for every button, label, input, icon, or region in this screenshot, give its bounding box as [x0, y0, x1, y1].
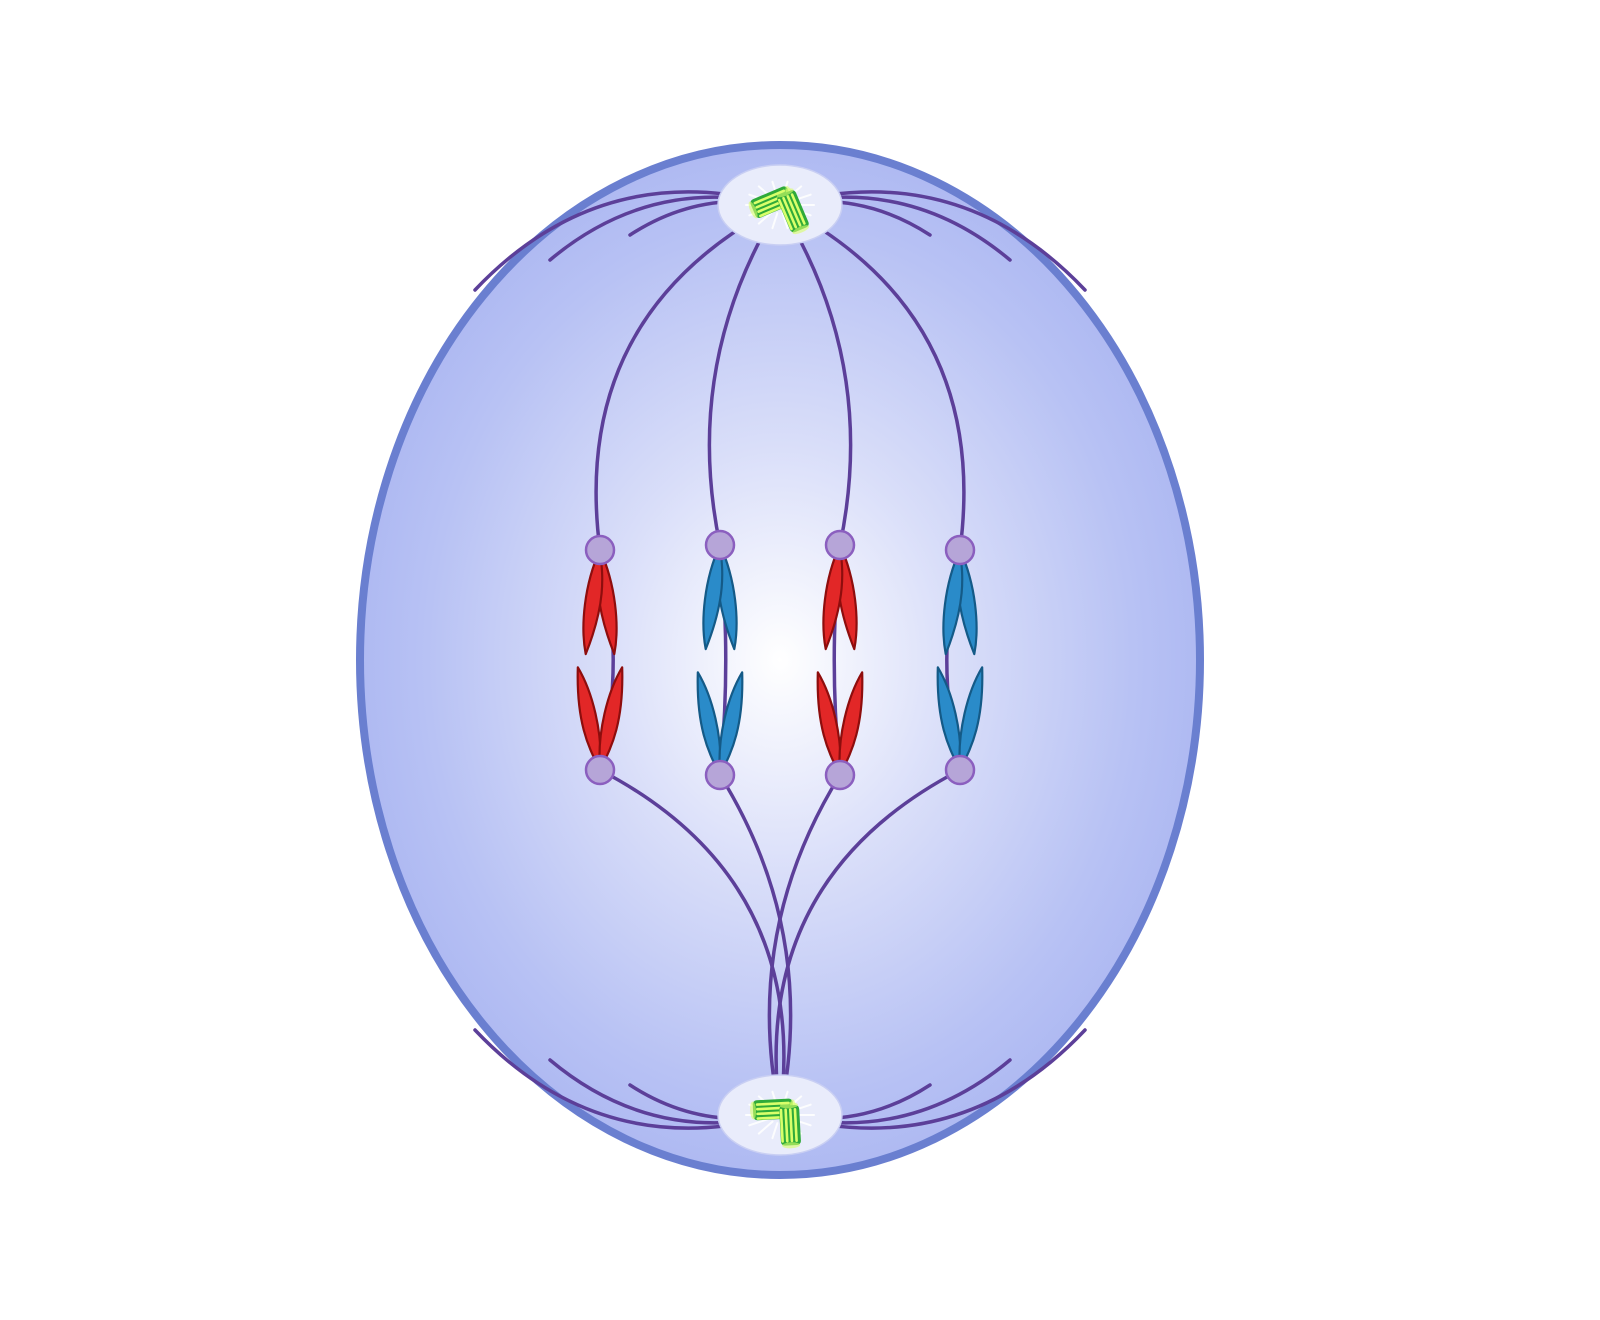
centrosome	[718, 165, 842, 245]
cell-division-diagram	[0, 0, 1600, 1320]
centrosome	[718, 1075, 842, 1155]
diagram-stage	[0, 0, 1600, 1320]
cell-body	[360, 145, 1200, 1175]
